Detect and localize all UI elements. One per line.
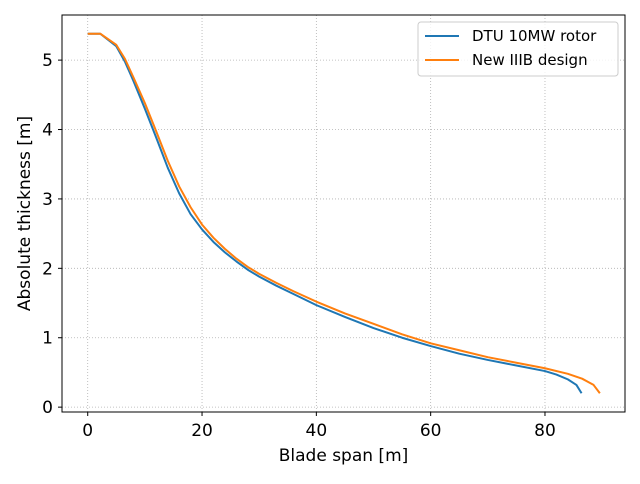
series-line-dtu-10mw-rotor <box>87 32 583 394</box>
series-layer <box>87 32 601 394</box>
x-tick-label: 20 <box>191 421 213 441</box>
y-tick-label: 4 <box>42 121 53 141</box>
legend: DTU 10MW rotor New IIIB design <box>417 21 619 77</box>
x-tick-label: 40 <box>306 421 328 441</box>
y-tick-label: 1 <box>42 329 53 349</box>
legend-label-dtu-10mw-rotor: DTU 10MW rotor <box>472 27 597 45</box>
plot-frame <box>61 14 626 413</box>
y-tick-label: 0 <box>42 398 53 418</box>
x-axis-label: Blade span [m] <box>279 446 409 466</box>
y-tick-label: 2 <box>42 259 53 279</box>
y-axis-label: Absolute thickness [m] <box>15 116 35 311</box>
tick-layer: 0 20 40 60 80 0 1 2 3 4 5 <box>42 51 556 441</box>
y-tick-label: 5 <box>42 51 53 71</box>
x-tick-label: 0 <box>82 421 93 441</box>
y-tick-label: 3 <box>42 190 53 210</box>
legend-box <box>417 21 619 77</box>
x-tick-label: 80 <box>534 421 556 441</box>
x-tick-label: 60 <box>420 421 442 441</box>
legend-label-new-iiib-design: New IIIB design <box>472 51 588 69</box>
series-line-new-iiib-design <box>87 32 601 394</box>
